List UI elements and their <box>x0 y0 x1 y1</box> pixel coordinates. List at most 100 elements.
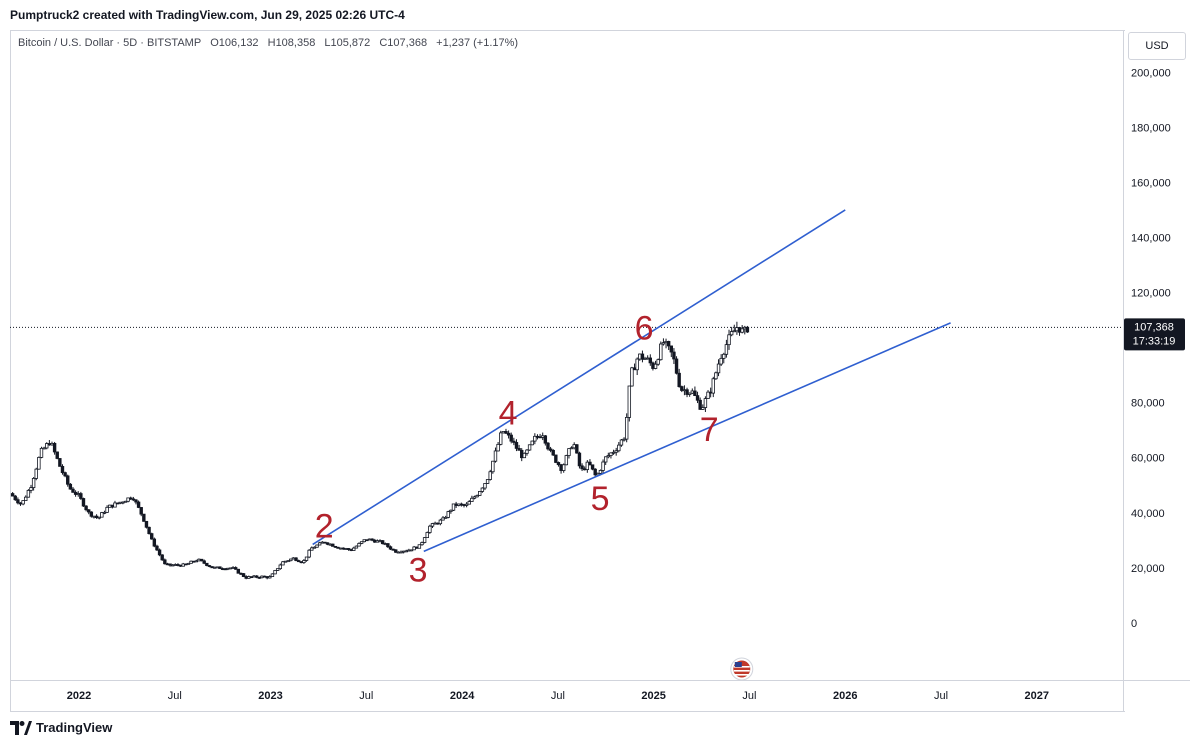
candle-body <box>611 451 616 454</box>
chart-frame <box>10 30 1125 712</box>
candle-body <box>123 500 128 503</box>
candle-body <box>66 475 70 485</box>
candle-body <box>714 372 718 380</box>
candle-body <box>68 483 73 490</box>
candle-body <box>375 540 380 543</box>
candle-body <box>380 540 385 545</box>
candle-body <box>260 575 264 579</box>
trend-line[interactable] <box>312 209 846 546</box>
candle-body <box>100 512 104 518</box>
last-price-value: 107,368 <box>1134 321 1174 333</box>
candle-body <box>241 573 246 577</box>
candle-body <box>472 496 477 499</box>
candle-body <box>286 560 290 563</box>
candle-body <box>567 448 571 456</box>
candle-body <box>233 567 238 570</box>
x-tick-label: Jul <box>168 690 182 702</box>
currency-button[interactable]: USD <box>1128 32 1186 60</box>
candle-body <box>367 538 372 541</box>
candle-body <box>333 545 338 548</box>
candle-body <box>47 443 52 446</box>
candle-body <box>483 483 487 489</box>
candle-body <box>236 568 241 574</box>
candle-body <box>163 559 167 565</box>
price-change: +1,237 (+1.17%) <box>436 37 519 49</box>
x-tick-label: 2027 <box>1025 690 1049 702</box>
candle-body <box>415 546 419 549</box>
candle-body <box>21 500 25 505</box>
candle-body <box>729 331 734 336</box>
candle-body <box>139 507 143 515</box>
candle-body <box>533 435 537 442</box>
candle-body <box>134 499 138 503</box>
candle-body <box>129 497 133 500</box>
y-tick-label: 40,000 <box>1131 508 1165 520</box>
symbol-legend[interactable]: Bitcoin / U.S. Dollar · 5D · BITSTAMP O1… <box>18 37 524 49</box>
x-tick-label: 2023 <box>258 690 282 702</box>
candle-body <box>651 362 655 369</box>
candle-body <box>275 568 280 571</box>
candle-body <box>81 498 86 507</box>
candle-body <box>150 533 154 540</box>
candle-body <box>283 560 288 563</box>
candle-body <box>638 353 642 360</box>
trend-line[interactable] <box>423 322 951 553</box>
y-tick-label: 60,000 <box>1131 453 1165 465</box>
x-tick-label: 2025 <box>641 690 665 702</box>
candle-body <box>737 327 742 333</box>
candle-body <box>155 545 159 551</box>
candle-body <box>569 447 574 450</box>
x-tick-label: Jul <box>934 690 948 702</box>
candle-body <box>661 342 666 345</box>
candle-body <box>530 440 534 446</box>
candle-body <box>672 351 676 360</box>
candle-body <box>383 543 387 546</box>
candle-body <box>197 558 201 562</box>
candle-body <box>391 548 395 551</box>
candle-body <box>299 561 303 564</box>
candle-body <box>346 548 351 550</box>
candle-body <box>619 439 624 446</box>
candle-body <box>244 576 248 579</box>
candle-body <box>404 550 408 553</box>
candle-body <box>16 499 20 504</box>
candle-body <box>711 378 715 394</box>
ohlc-open: O106,132 <box>210 37 259 49</box>
candle-body <box>60 465 65 474</box>
candle-body <box>459 503 464 506</box>
candle-body <box>582 468 587 471</box>
candle-body <box>488 471 492 480</box>
y-tick-label: 180,000 <box>1131 122 1171 134</box>
candle-body <box>24 496 28 502</box>
candle-body <box>735 327 739 332</box>
candle-body <box>685 389 689 395</box>
candle-body <box>115 502 120 505</box>
candle-body <box>378 540 382 542</box>
candle-body <box>635 358 639 371</box>
candle-body <box>97 516 101 519</box>
candle-body <box>207 565 212 567</box>
candle-body <box>39 447 44 458</box>
candle-body <box>131 498 136 501</box>
candle-body <box>71 488 75 493</box>
candle-body <box>598 470 603 474</box>
candle-body <box>693 390 697 397</box>
candle-body <box>412 546 416 551</box>
candle-body <box>708 391 713 394</box>
candle-body <box>302 560 306 564</box>
candle-body <box>538 436 542 439</box>
candle-body <box>632 367 637 371</box>
candle-body <box>517 448 521 451</box>
tradingview-brand[interactable]: TradingView <box>10 720 112 735</box>
candle-body <box>160 554 164 561</box>
candle-body <box>388 546 393 550</box>
candle-body <box>325 542 330 545</box>
candle-body <box>399 551 403 554</box>
flag-stripe <box>733 674 750 676</box>
candle-body <box>191 560 196 563</box>
candle-body <box>522 452 527 459</box>
x-tick-label: Jul <box>742 690 756 702</box>
candle-body <box>541 435 545 438</box>
flag-canton <box>734 662 742 667</box>
